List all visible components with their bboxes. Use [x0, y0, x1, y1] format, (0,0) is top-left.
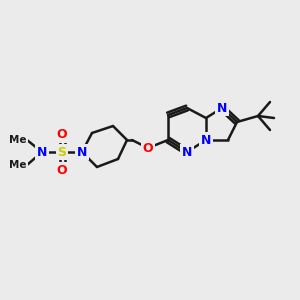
Text: Me: Me	[10, 135, 27, 145]
Text: N: N	[201, 134, 211, 146]
Text: O: O	[57, 128, 67, 142]
Text: S: S	[58, 146, 67, 158]
Text: N: N	[217, 101, 227, 115]
Text: N: N	[37, 146, 47, 158]
Text: N: N	[182, 146, 192, 158]
Text: O: O	[57, 164, 67, 176]
Text: O: O	[143, 142, 153, 154]
Text: Me: Me	[10, 160, 27, 170]
Text: N: N	[77, 146, 87, 158]
